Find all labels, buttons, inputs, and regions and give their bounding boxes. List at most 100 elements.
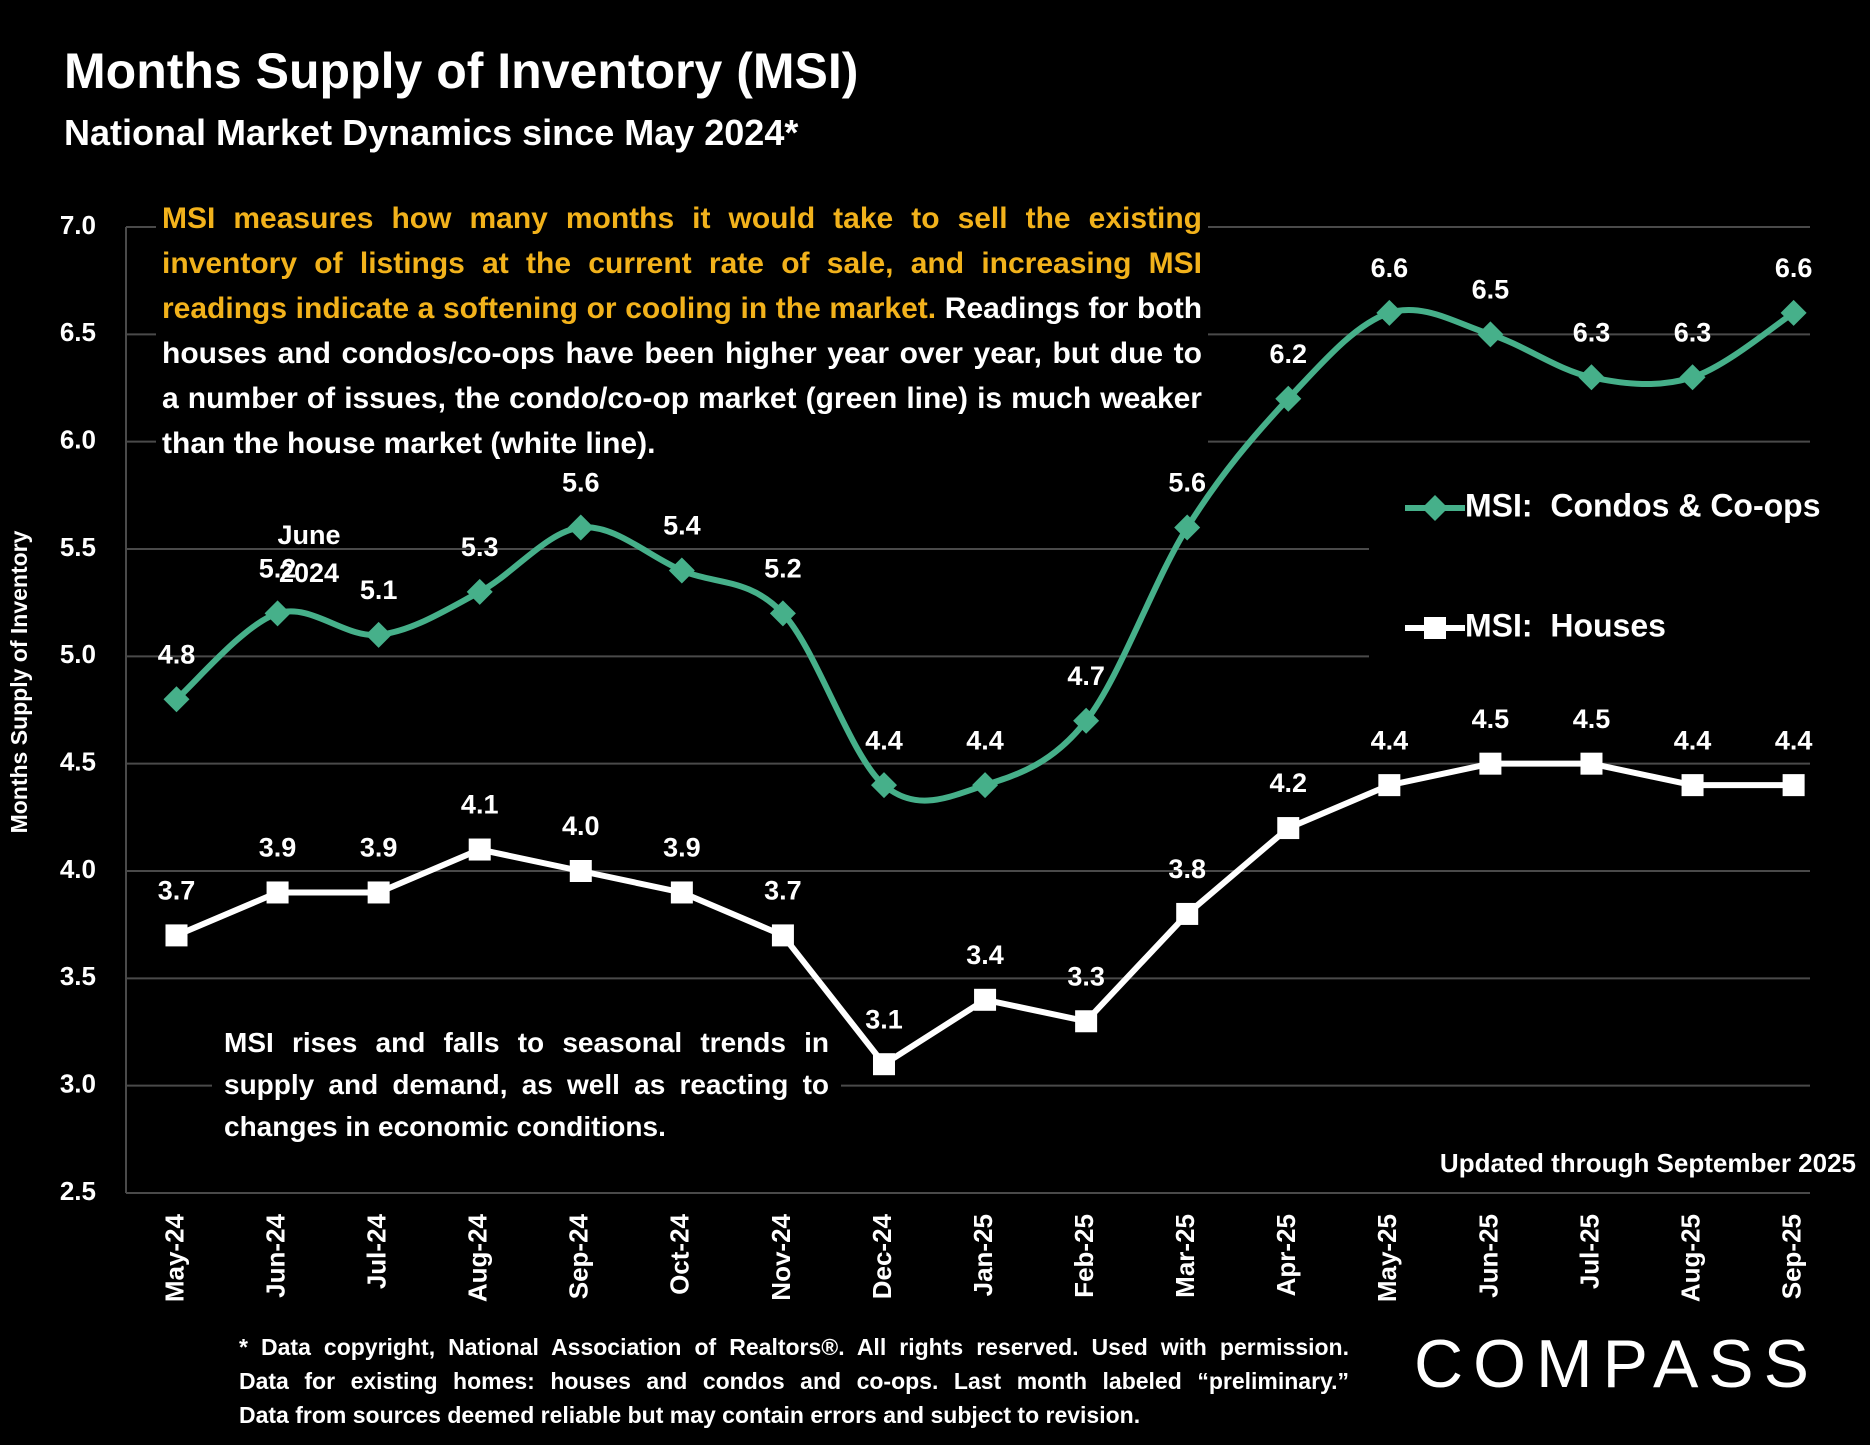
data-label: 4.4	[1775, 725, 1813, 755]
y-tick-label: 6.0	[60, 425, 96, 455]
chart-subtitle: National Market Dynamics since May 2024*	[64, 112, 799, 153]
marker	[771, 924, 794, 947]
y-tick-label: 6.5	[60, 317, 96, 347]
data-label: 6.2	[1269, 339, 1307, 369]
data-label: 5.1	[360, 575, 398, 605]
x-tick-label: Dec-24	[867, 1213, 897, 1299]
marker	[468, 838, 491, 861]
data-label: 6.6	[1371, 253, 1409, 283]
marker	[1176, 902, 1199, 925]
marker	[365, 621, 392, 648]
y-tick-label: 3.5	[60, 961, 96, 991]
x-tick-label: Feb-25	[1069, 1214, 1099, 1298]
x-tick-label: Sep-24	[564, 1213, 594, 1299]
marker	[1578, 364, 1605, 391]
marker	[367, 881, 390, 904]
data-label: 3.9	[259, 833, 297, 863]
marker	[1477, 321, 1504, 348]
x-tick-label: Jun-24	[260, 1213, 290, 1297]
data-label: 4.4	[1674, 725, 1712, 755]
marker	[670, 881, 693, 904]
x-tick-label: Jun-25	[1473, 1214, 1503, 1298]
footnote-line: * Data copyright, National Association o…	[239, 1334, 1349, 1360]
data-label: 3.4	[966, 940, 1004, 970]
x-tick-label: Jan-25	[968, 1214, 998, 1296]
data-label: 4.0	[562, 811, 600, 841]
data-label: 3.8	[1168, 854, 1206, 884]
data-label: 5.2	[764, 554, 802, 584]
footnote-line: Data for existing homes: houses and cond…	[239, 1368, 1349, 1394]
marker	[264, 600, 291, 627]
marker	[668, 557, 695, 584]
marker	[1679, 364, 1706, 391]
y-tick-label: 4.5	[60, 747, 96, 777]
legend-label: MSI: Houses	[1465, 607, 1666, 643]
y-axis-label: Months Supply of Inventory	[6, 530, 32, 833]
marker	[872, 1053, 895, 1076]
updated-note: Updated through September 2025	[1439, 1148, 1856, 1178]
y-tick-label: 5.5	[60, 532, 96, 562]
marker	[1580, 752, 1603, 775]
data-label: 6.3	[1674, 317, 1712, 347]
data-label: 6.5	[1472, 274, 1510, 304]
x-tick-label: Nov-24	[766, 1213, 796, 1300]
x-tick-label: Sep-25	[1776, 1214, 1806, 1299]
data-label: 3.9	[360, 833, 398, 863]
marker	[165, 924, 188, 947]
data-label: 4.4	[1371, 725, 1409, 755]
data-label: 4.8	[158, 639, 196, 669]
x-tick-label: May-25	[1372, 1214, 1402, 1302]
marker	[1376, 299, 1403, 326]
y-tick-label: 5.0	[60, 639, 96, 669]
y-tick-label: 7.0	[60, 210, 96, 240]
logo: COMPASS	[1414, 1326, 1820, 1402]
marker	[1780, 299, 1807, 326]
x-tick-label: Oct-24	[665, 1213, 695, 1294]
data-label: 5.6	[1168, 468, 1206, 498]
marker	[972, 772, 999, 799]
legend-label: MSI: Condos & Co-ops	[1465, 487, 1821, 523]
annotation-highlight: MSI measures how many months it would ta…	[162, 202, 1202, 325]
marker	[1277, 817, 1300, 840]
data-label: 5.4	[663, 511, 701, 541]
definition-annotation: MSI measures how many months it would ta…	[156, 196, 1208, 466]
marker	[1378, 774, 1401, 797]
data-label: 6.6	[1775, 253, 1813, 283]
data-label: 4.5	[1472, 704, 1510, 734]
marker	[1681, 774, 1704, 797]
data-label: 4.5	[1573, 704, 1611, 734]
seasonal-annotation: MSI rises and falls to seasonal trends i…	[212, 1022, 841, 1148]
marker	[1782, 774, 1805, 797]
data-label: 4.4	[865, 725, 903, 755]
x-tick-label: Aug-25	[1675, 1214, 1705, 1302]
june-annotation: June 2024	[277, 520, 341, 588]
marker	[567, 514, 594, 541]
data-label: 4.4	[966, 725, 1004, 755]
marker	[1275, 385, 1302, 412]
legend-marker	[1424, 617, 1446, 639]
marker	[1073, 707, 1100, 734]
data-label: 4.7	[1067, 661, 1105, 691]
marker	[266, 881, 289, 904]
x-tick-label: Apr-25	[1271, 1214, 1301, 1296]
annotation-text: Readings for both houses and condos/co-o…	[162, 292, 1203, 460]
legend: MSI: Condos & Co-ops MSI: Houses	[1369, 478, 1835, 668]
marker	[163, 686, 190, 713]
data-label: 3.7	[764, 876, 802, 906]
marker	[569, 860, 592, 882]
legend-graphic: MSI: Condos & Co-ops MSI: Houses	[1405, 487, 1821, 643]
x-tick-label: May-24	[159, 1213, 189, 1302]
data-label: 5.2	[259, 554, 297, 584]
x-tick-label: Mar-25	[1170, 1214, 1200, 1298]
data-label: 4.1	[461, 790, 499, 820]
data-label: 5.3	[461, 532, 499, 562]
y-tick-label: 2.5	[60, 1176, 96, 1206]
y-tick-label: 4.0	[60, 854, 96, 884]
data-label: 4.2	[1269, 768, 1307, 798]
marker	[769, 600, 796, 627]
data-label: 3.3	[1067, 961, 1105, 991]
data-label: 5.6	[562, 468, 600, 498]
y-tick-label: 3.0	[60, 1069, 96, 1099]
